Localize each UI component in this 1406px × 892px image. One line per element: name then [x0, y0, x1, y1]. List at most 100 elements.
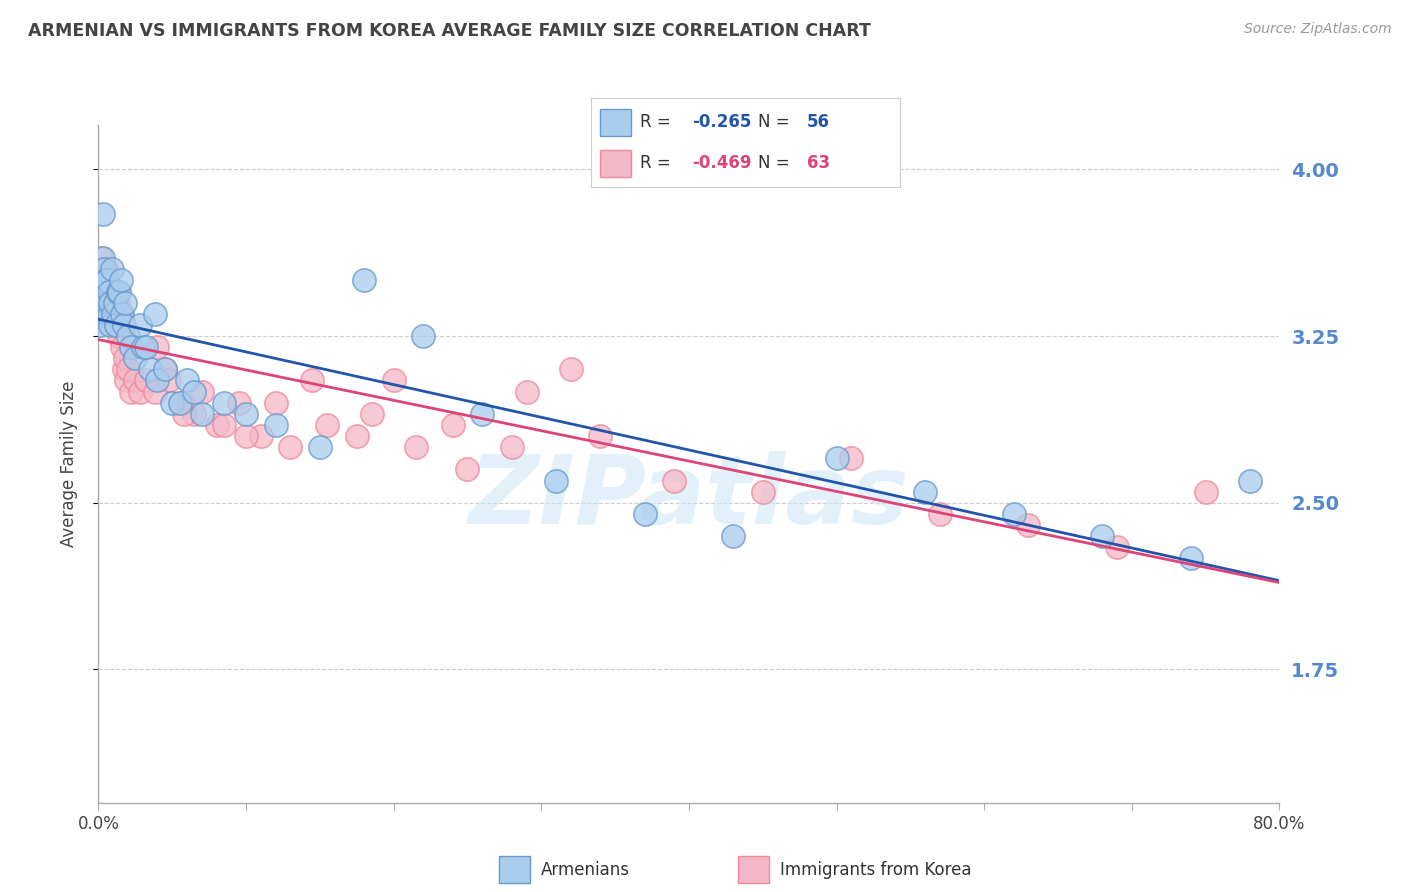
Point — [346, 429, 368, 443]
Text: N =: N = — [758, 154, 794, 172]
Point — [93, 295, 115, 310]
Point — [1091, 529, 1114, 543]
Point — [120, 384, 142, 399]
Point — [1180, 551, 1202, 566]
Point — [309, 440, 332, 454]
Point — [456, 462, 478, 476]
Point — [1017, 518, 1039, 533]
Point — [183, 384, 205, 399]
Point — [135, 374, 157, 388]
Point — [169, 395, 191, 409]
Point — [278, 440, 302, 454]
Point — [108, 329, 131, 343]
Point — [441, 417, 464, 432]
Point — [108, 285, 131, 299]
Point — [301, 374, 323, 388]
Text: 56: 56 — [807, 113, 830, 131]
Point — [94, 273, 117, 287]
Point — [501, 440, 523, 454]
Point — [112, 318, 135, 332]
Point — [104, 295, 127, 310]
Point — [264, 395, 287, 409]
Point — [110, 273, 132, 287]
Point — [94, 307, 117, 321]
Point — [633, 507, 655, 521]
Point — [146, 340, 169, 354]
Point — [103, 285, 125, 299]
Point — [94, 262, 117, 277]
Point — [405, 440, 427, 454]
Point — [825, 451, 848, 466]
Point — [515, 384, 537, 399]
Point — [96, 273, 118, 287]
Point — [117, 362, 139, 376]
Point — [128, 384, 150, 399]
Point — [91, 252, 114, 266]
Point — [100, 295, 122, 310]
Text: Armenians: Armenians — [541, 861, 630, 879]
Point — [191, 407, 214, 421]
Point — [124, 374, 146, 388]
Point — [212, 395, 235, 409]
Point — [105, 307, 128, 321]
Point — [914, 484, 936, 499]
Text: Source: ZipAtlas.com: Source: ZipAtlas.com — [1244, 22, 1392, 37]
Point — [1239, 474, 1261, 488]
Text: R =: R = — [640, 113, 676, 131]
Point — [90, 273, 112, 287]
Point — [353, 273, 375, 287]
Point — [96, 285, 118, 299]
Bar — [600, 109, 631, 136]
Text: ARMENIAN VS IMMIGRANTS FROM KOREA AVERAGE FAMILY SIZE CORRELATION CHART: ARMENIAN VS IMMIGRANTS FROM KOREA AVERAG… — [28, 22, 870, 40]
Point — [191, 384, 214, 399]
Point — [97, 307, 120, 321]
Point — [723, 529, 745, 543]
Text: 63: 63 — [807, 154, 830, 172]
Point — [471, 407, 494, 421]
Point — [153, 362, 176, 376]
Text: N =: N = — [758, 113, 794, 131]
Point — [112, 362, 135, 376]
Point — [97, 285, 120, 299]
Point — [928, 507, 950, 521]
Point — [98, 295, 121, 310]
Bar — [600, 150, 631, 177]
Point — [110, 307, 132, 321]
Point — [316, 417, 339, 432]
Y-axis label: Average Family Size: Average Family Size — [59, 381, 77, 547]
Point — [96, 273, 118, 287]
Point — [162, 395, 183, 409]
Point — [250, 429, 273, 443]
Point — [235, 429, 257, 443]
Point — [96, 295, 118, 310]
Point — [98, 307, 121, 321]
Text: -0.265: -0.265 — [693, 113, 752, 131]
Point — [841, 451, 863, 466]
Point — [90, 273, 112, 287]
Text: Immigrants from Korea: Immigrants from Korea — [780, 861, 972, 879]
Point — [107, 295, 129, 310]
Point — [382, 374, 405, 388]
Point — [91, 207, 114, 221]
Point — [751, 484, 773, 499]
Point — [120, 340, 142, 354]
Point — [143, 384, 166, 399]
Point — [117, 329, 139, 343]
Point — [1105, 540, 1128, 554]
Text: -0.469: -0.469 — [693, 154, 752, 172]
Point — [143, 307, 166, 321]
Point — [94, 295, 117, 310]
Point — [235, 407, 257, 421]
Point — [111, 340, 134, 354]
Point — [228, 395, 250, 409]
Point — [264, 417, 287, 432]
Point — [91, 262, 114, 277]
Point — [124, 351, 146, 366]
Point — [91, 285, 114, 299]
Point — [157, 374, 180, 388]
Point — [135, 340, 157, 354]
Point — [107, 285, 129, 299]
Point — [93, 262, 115, 277]
Point — [90, 252, 112, 266]
Point — [100, 262, 122, 277]
